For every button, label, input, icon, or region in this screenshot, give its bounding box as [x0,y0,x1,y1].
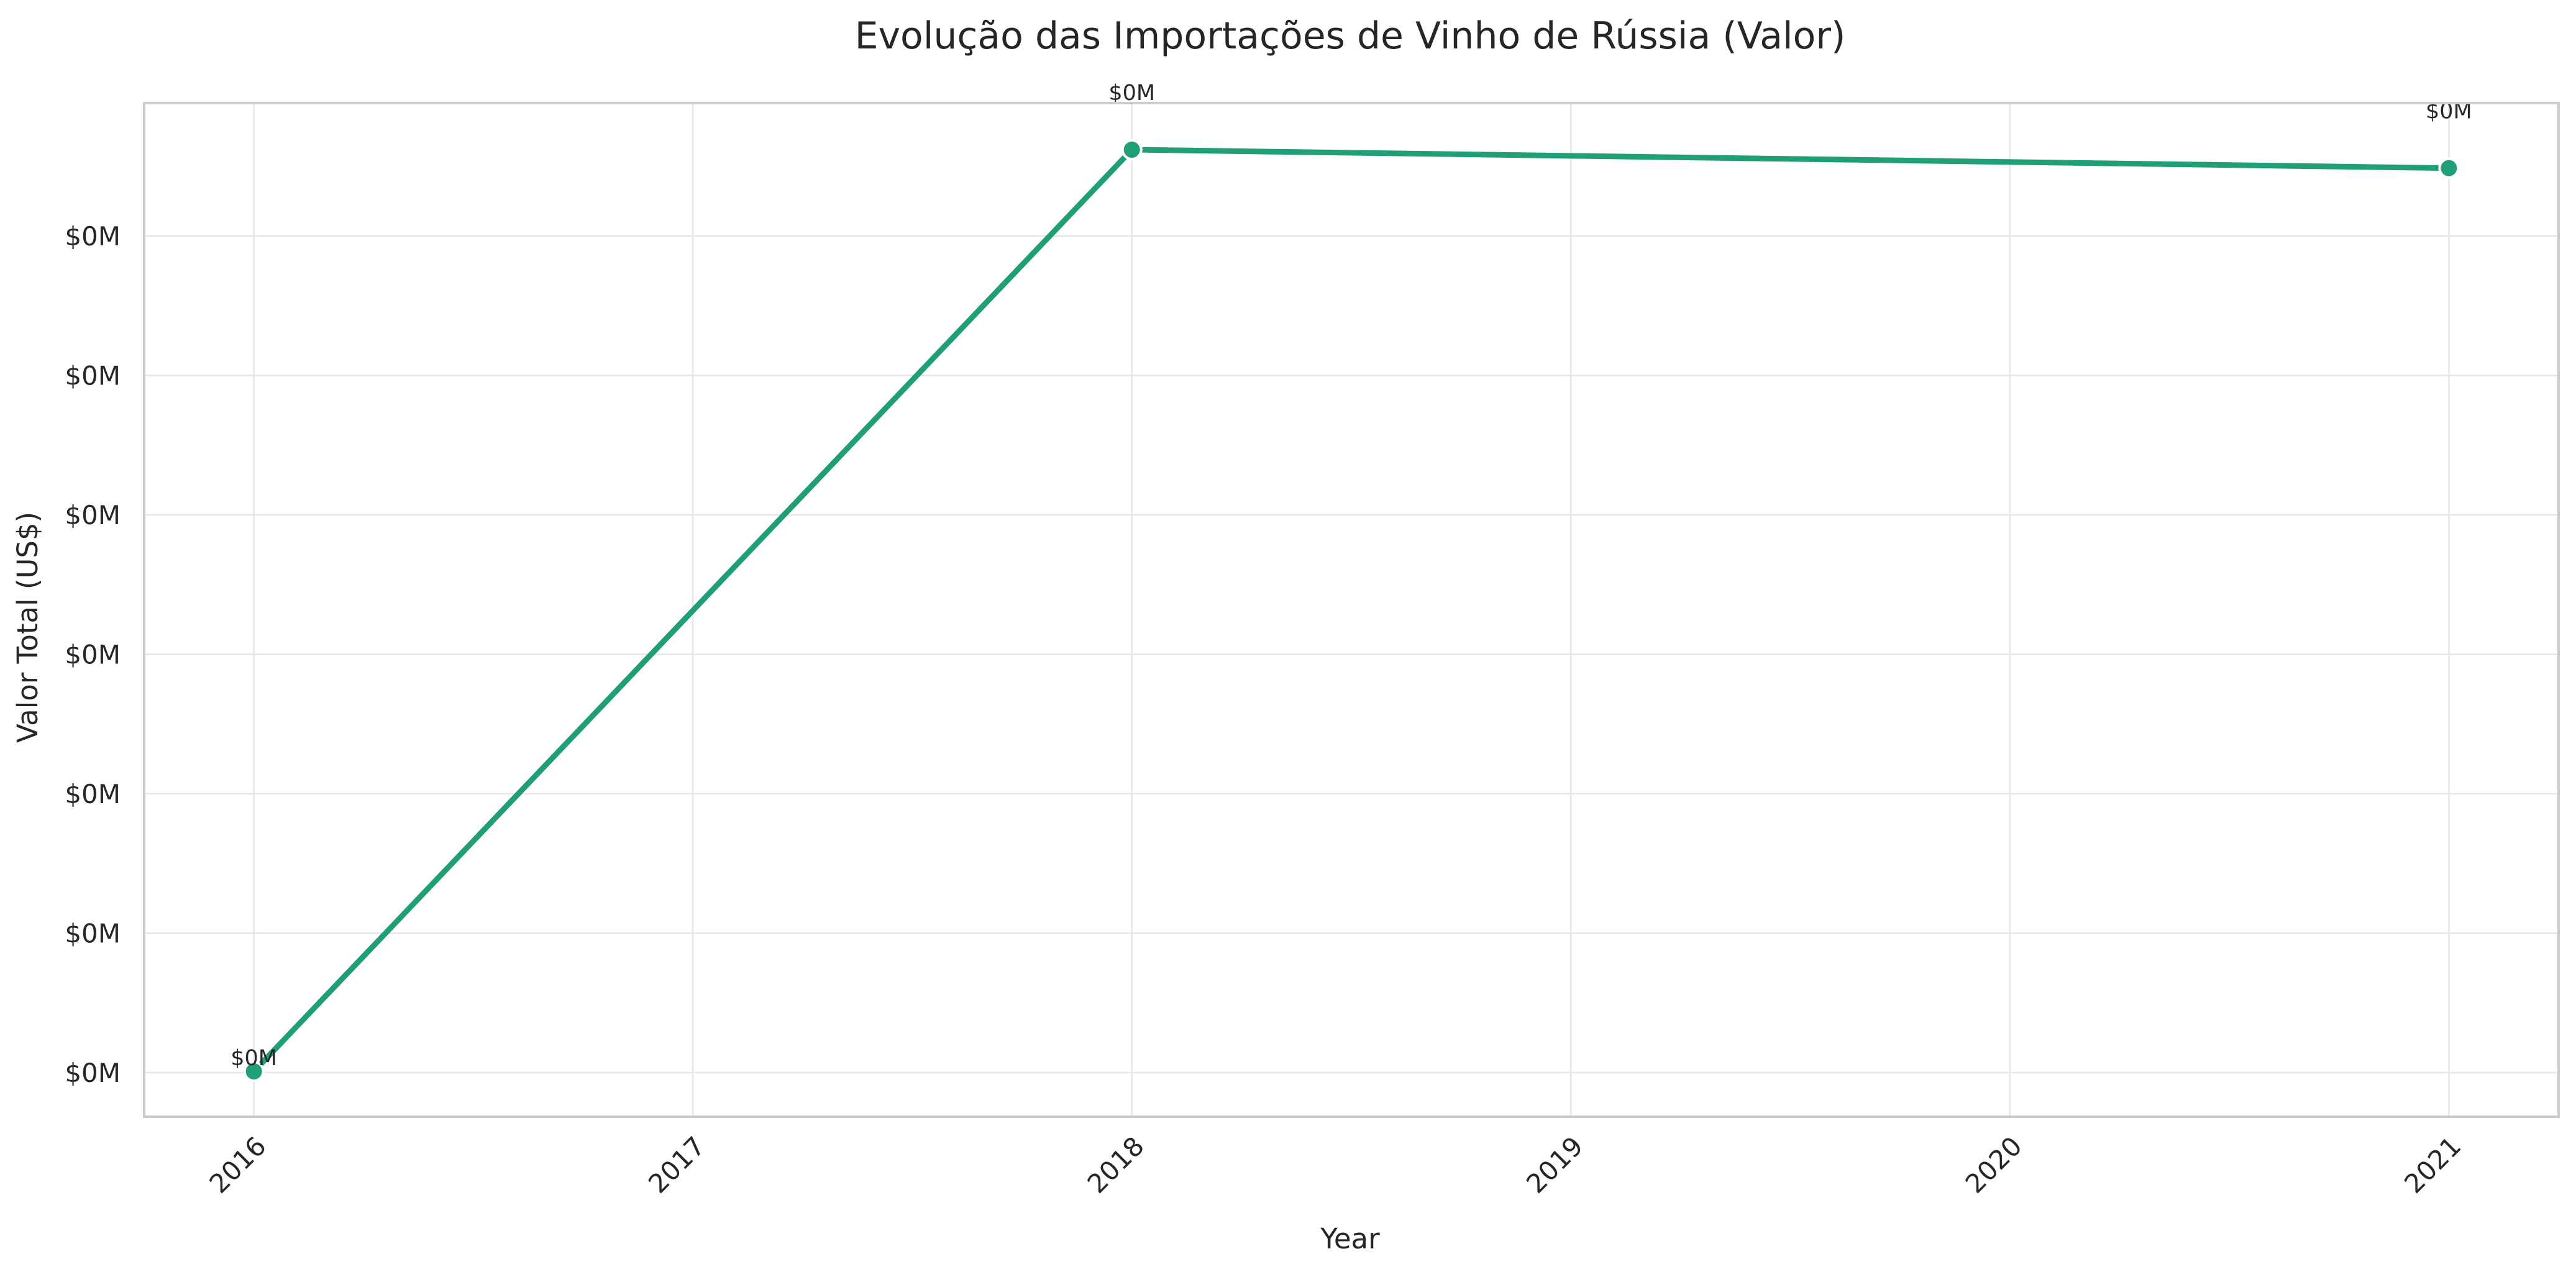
data-point [2438,157,2460,179]
x-tick-label: 2018 [1082,1130,1150,1199]
y-axis-label: Valor Total (US$) [11,512,44,743]
data-label: $0M [1108,81,1155,106]
y-tick-label: $0M [65,1058,121,1088]
data-point [1121,139,1143,160]
x-tick-label: 2017 [642,1130,711,1199]
y-tick-label: $0M [65,919,121,949]
data-labels: $0M$0M$0M [231,81,2472,1071]
x-tick-label: 2020 [1960,1130,2028,1199]
x-tick-label: 2019 [1520,1130,1589,1199]
y-tick-label: $0M [65,221,121,252]
y-tick-label: $0M [65,500,121,530]
y-tick-label: $0M [65,640,121,670]
chart-title: Evolução das Importações de Vinho de Rús… [855,14,1846,58]
y-tick-label: $0M [65,361,121,391]
y-tick-label: $0M [65,779,121,809]
series [243,139,2460,1082]
x-tick-label: 2021 [2398,1130,2467,1199]
x-tick-label: 2016 [203,1130,272,1199]
plot-frame [143,102,2560,1118]
axes: 2016 2017 2018 2019 2020 2021 $0M $0M $0M $0M $0M $… [65,102,2560,1199]
data-label: $0M [231,1046,277,1071]
data-point [243,1061,265,1082]
x-axis-label: Year [1320,1222,1380,1255]
grid [144,103,2559,1117]
